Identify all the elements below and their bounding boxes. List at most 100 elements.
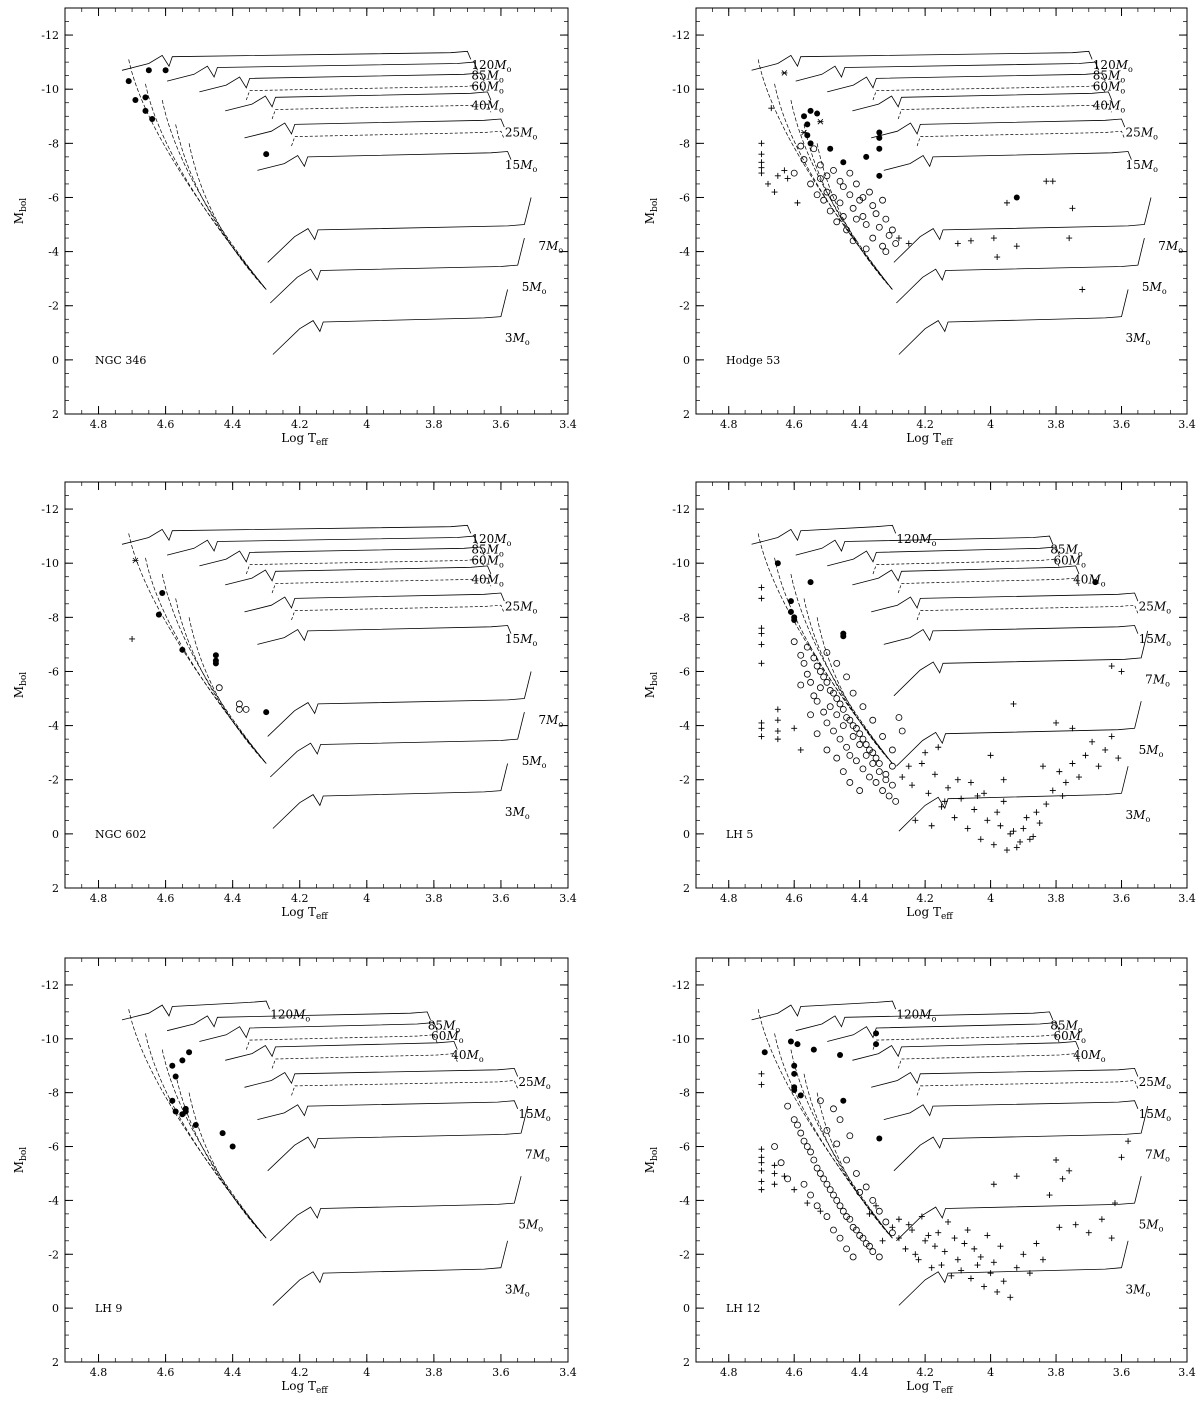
point-plus [928,1264,935,1271]
point-plus [758,625,765,632]
point-open [849,1253,857,1261]
point-filled [132,97,139,104]
point-open [843,1245,850,1253]
point-plus [954,1256,961,1263]
point-plus [997,1243,1004,1250]
y-tick-label: 0 [52,354,59,367]
track-25 [871,1067,1139,1088]
x-axis-label: Log Teff [281,905,328,922]
mass-symbol-sub: o [558,246,563,255]
cluster-name: NGC 602 [95,828,146,841]
y-tick-label: 2 [52,882,59,895]
point-plus [1023,814,1030,821]
point-plus [1059,1175,1066,1182]
point-open [790,1116,798,1123]
point-filled [186,1049,193,1056]
mass-label-25: 25Mo [1139,1075,1172,1091]
point-filled [801,113,808,120]
mass-symbol: M [918,1008,932,1022]
track-dashed-60 [245,1034,438,1050]
plot-frame [695,481,1188,889]
point-plus [895,1216,902,1223]
point-plus [925,1232,932,1239]
x-axis-label: Log Teff [906,431,953,448]
mass-label-85: 85Mo [1050,543,1083,559]
isochrone [188,143,267,290]
track-120 [751,1000,897,1021]
x-tick-label: 4 [363,1366,370,1379]
point-filled [159,589,166,596]
point-open [810,692,818,700]
x-tick-label: 4.2 [916,418,934,431]
mass-symbol-sub: o [305,1015,310,1024]
track-dashed-60 [245,558,485,575]
x-axis-label-sub: eff [316,912,328,922]
x-tick-label: 4.6 [157,418,175,431]
point-plus [994,1288,1001,1295]
isochrone [128,59,267,290]
point-filled [876,1135,883,1142]
point-filled [804,132,811,139]
mass-symbol-sub: o [525,1289,530,1298]
mass-label-40: 40Mo [451,1048,484,1064]
y-tick-label: -12 [41,503,59,516]
point-open [882,776,890,784]
point-plus [954,776,961,783]
y-axis-label: Mbol [12,198,29,224]
point-plus [1062,779,1069,786]
point-plus [967,779,974,786]
point-plus [984,817,991,824]
mass-symbol: M [1107,69,1121,83]
point-plus [1003,199,1010,206]
track-dashed-40 [271,577,492,594]
mass-symbol-sub: o [1166,639,1171,648]
mass-symbol: M [486,553,500,567]
cluster-name: NGC 346 [95,354,146,367]
point-star [781,70,788,76]
point-open [889,1229,896,1237]
point-open [856,1188,864,1196]
mass-label-85: 85Mo [1050,1018,1083,1034]
point-plus [938,803,945,810]
point-plus [951,1235,958,1242]
point-filled [172,1108,179,1115]
point-open [830,166,837,174]
isochrone [128,533,267,764]
x-tick-label: 4.8 [720,418,738,431]
point-plus [1056,768,1063,775]
track-5 [896,701,1142,767]
point-plus [948,1272,955,1279]
point-open [823,1213,831,1220]
point-plus [817,1208,824,1215]
point-plus [758,151,765,158]
point-plus [758,170,765,177]
point-open [836,199,844,207]
point-plus [781,167,788,174]
x-tick-label: 4.2 [291,418,309,431]
point-plus [1033,1240,1040,1247]
y-tick-label: -12 [672,979,690,992]
mass-symbol: M [528,754,542,768]
point-plus [1125,1138,1132,1145]
track-dashed-40 [271,1053,458,1069]
x-tick-label: 4.6 [785,892,803,905]
point-plus [935,1229,942,1236]
point-plus [1072,1221,1079,1228]
point-filled [787,1038,794,1045]
y-tick-label: -8 [48,1087,59,1100]
mass-symbol-sub: o [1145,815,1150,824]
point-open [875,223,883,231]
point-plus [1010,700,1017,707]
y-tick-label: 2 [683,882,690,895]
mass-label-5: 5Mo [522,754,547,770]
point-plus [758,164,765,171]
point-open [816,175,824,182]
mass-label-5: 5Mo [518,1218,543,1234]
mass-symbol-sub: o [545,1155,550,1164]
mass-symbol: M [519,126,533,140]
point-open [839,1207,847,1215]
track-dashed-25 [916,130,1126,147]
point-open [813,730,821,738]
point-open [889,781,896,789]
